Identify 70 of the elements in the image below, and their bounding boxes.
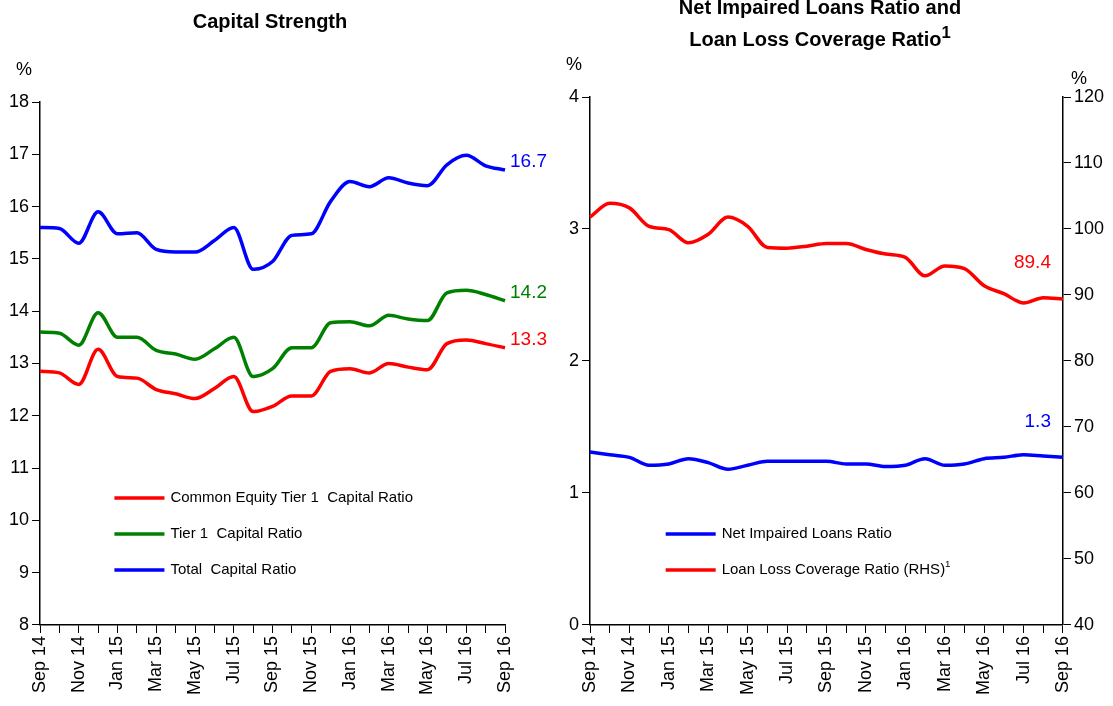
x-tick-label: Sep 16 xyxy=(493,635,514,694)
y-tick-label: 11 xyxy=(10,457,30,478)
x-tick-label: Mar 15 xyxy=(697,635,718,692)
x-tick-label: Jul 15 xyxy=(776,635,797,685)
x-tick-label: May 15 xyxy=(183,635,204,695)
x-tick-label: Mar 16 xyxy=(933,635,954,692)
y2-tick-label: 70 xyxy=(1073,415,1094,436)
data-label: 16.7 xyxy=(510,150,547,172)
x-tick-label: Jul 15 xyxy=(222,635,243,685)
y-tick-label: 9 xyxy=(19,561,30,582)
y2-tick-label: 80 xyxy=(1073,349,1094,370)
y-tick-label: 12 xyxy=(8,404,30,425)
y-tick-label: 2 xyxy=(569,349,580,370)
x-tick-label: Nov 15 xyxy=(300,635,321,694)
y-tick-label: 8 xyxy=(19,613,30,634)
x-tick-label: Jan 15 xyxy=(106,635,127,691)
x-tick-label: Mar 16 xyxy=(377,635,398,692)
y2-tick-label: 50 xyxy=(1073,547,1094,568)
x-tick-label: May 16 xyxy=(973,635,994,695)
line-series xyxy=(588,201,1065,305)
legend-label: Total Capital Ratio xyxy=(170,560,297,578)
line-series xyxy=(38,338,507,414)
y-axis-title: % xyxy=(566,53,583,74)
y-tick-label: 1 xyxy=(569,481,580,502)
x-tick-label: Mar 15 xyxy=(145,635,166,692)
y-tick-label: 13 xyxy=(8,352,30,373)
x-tick-label: Sep 15 xyxy=(815,635,836,694)
y2-tick-label: 40 xyxy=(1073,613,1094,634)
x-tick-label: Sep 16 xyxy=(1051,635,1072,694)
x-tick-label: Nov 14 xyxy=(67,635,88,694)
x-tick-label: Sep 14 xyxy=(28,635,49,694)
line-series xyxy=(38,288,507,379)
y-tick-label: 18 xyxy=(8,90,30,111)
y-tick-label: 4 xyxy=(569,85,580,106)
data-label: 89.4 xyxy=(1013,251,1052,273)
x-tick-label: Jan 15 xyxy=(657,635,678,691)
x-tick-label: Nov 15 xyxy=(854,635,875,694)
data-label: 1.3 xyxy=(1024,409,1051,431)
x-tick-label: Jan 16 xyxy=(338,635,359,691)
data-label: 14.2 xyxy=(510,280,547,302)
legend-label: Tier 1 Capital Ratio xyxy=(170,524,303,542)
y2-tick-label: 120 xyxy=(1073,85,1105,106)
y2-tick-label: 60 xyxy=(1073,481,1094,502)
x-tick-label: May 15 xyxy=(736,635,757,695)
y2-tick-label: 110 xyxy=(1073,151,1103,172)
y-tick-label: 0 xyxy=(569,613,580,634)
x-tick-label: Jul 16 xyxy=(455,635,476,685)
chart-title: Capital Strength xyxy=(191,9,349,34)
y-tick-label: 16 xyxy=(8,195,30,216)
line-series xyxy=(588,450,1065,471)
y-tick-label: 17 xyxy=(8,143,30,164)
x-tick-label: Sep 15 xyxy=(261,635,282,694)
legend-label: Common Equity Tier 1 Capital Ratio xyxy=(170,488,414,506)
chart-title: Net Impaired Loans Ratio and Loan Loss Coverage Ratio$^{1}$ xyxy=(677,0,963,52)
y2-tick-label: 90 xyxy=(1073,283,1094,304)
x-tick-label: Jul 16 xyxy=(1012,635,1033,685)
x-tick-label: Jan 16 xyxy=(894,635,915,691)
y2-axis-title: % xyxy=(1070,67,1087,88)
y-tick-label: 3 xyxy=(569,217,580,238)
y-tick-label: 15 xyxy=(8,247,30,268)
y-axis-title: % xyxy=(16,58,33,79)
data-label: 13.3 xyxy=(510,328,547,350)
legend-label: Net Impaired Loans Ratio xyxy=(721,524,892,542)
line-series xyxy=(38,153,507,272)
x-tick-label: Nov 14 xyxy=(618,635,639,694)
y-tick-label: 14 xyxy=(8,300,30,321)
y-tick-label: 10 xyxy=(8,509,30,530)
y2-tick-label: 100 xyxy=(1073,217,1105,238)
x-tick-label: May 16 xyxy=(416,635,437,695)
x-tick-label: Sep 14 xyxy=(578,635,599,694)
